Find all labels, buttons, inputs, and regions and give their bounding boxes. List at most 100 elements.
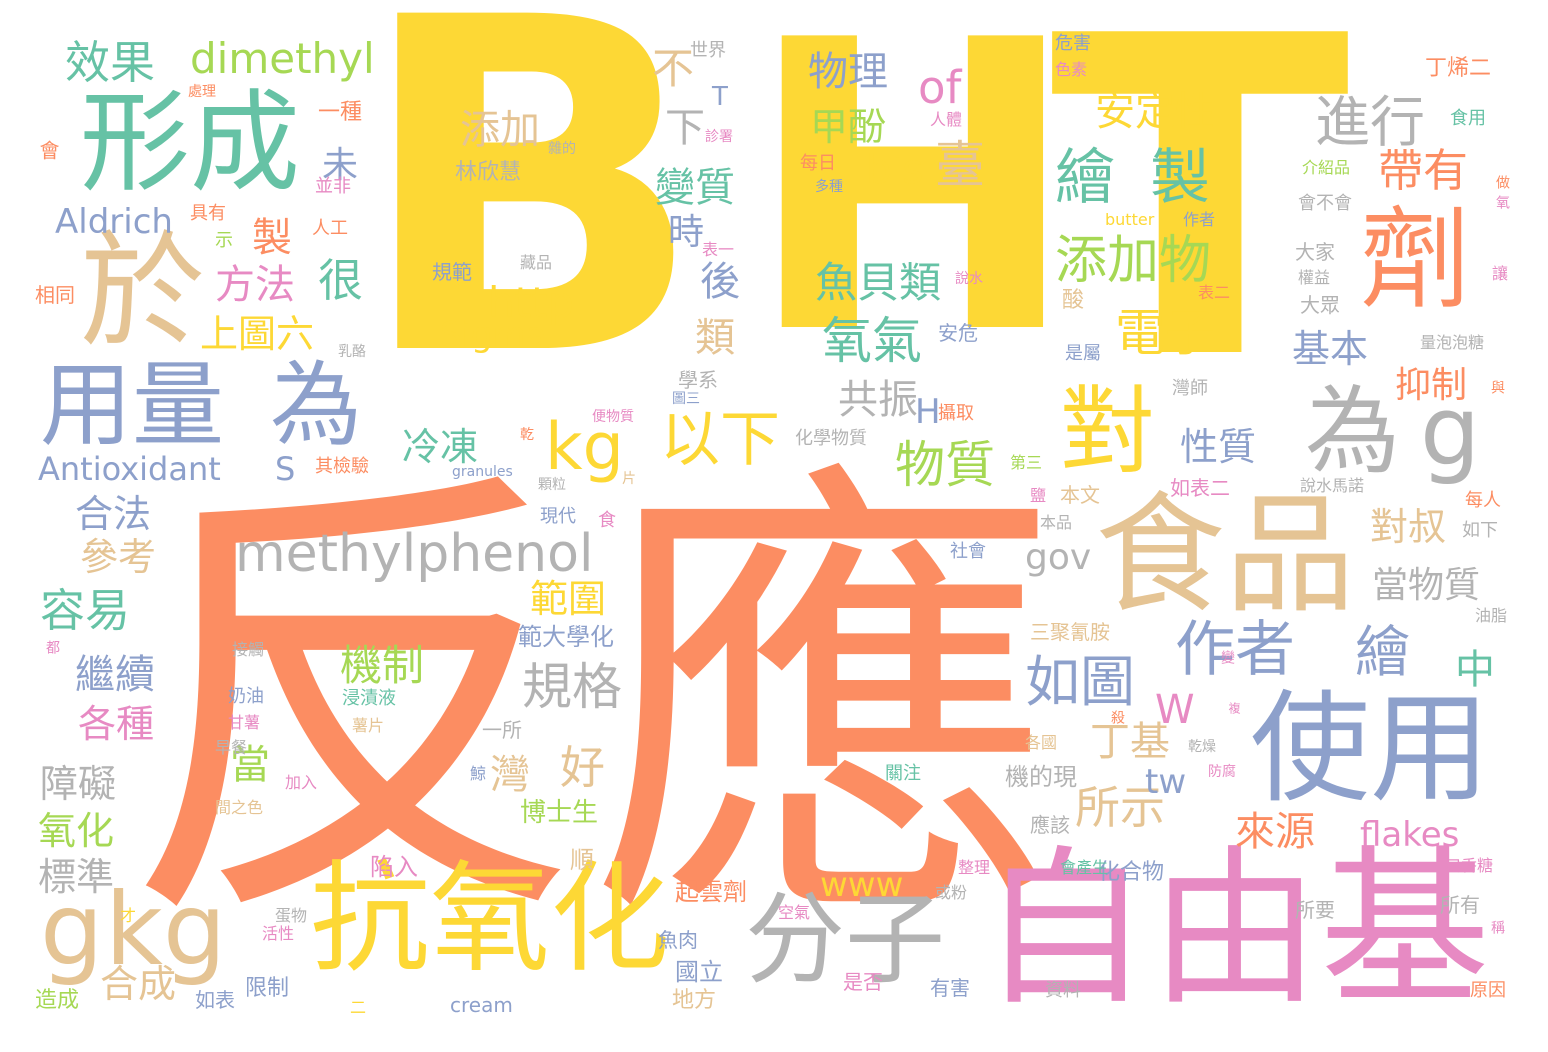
word: 範大學化 [518,623,614,651]
word: 色素 [1055,60,1088,79]
word: 早餐 [215,738,248,757]
word: 形成 [80,79,300,207]
word: 限制 [245,976,290,1001]
word: 時 [668,212,705,253]
word: 資料 [1045,980,1081,1001]
word: 有害 [930,976,970,1000]
word: 人工 [312,218,348,239]
word: granules [452,464,513,480]
word: 量泡泡糖 [1420,333,1485,352]
word: 關注 [885,763,921,784]
word: 機制 [340,641,425,690]
word: 標準 [38,855,115,899]
word: 處理 [188,84,216,100]
word: 繪 [1355,620,1411,684]
word: 原因 [1470,980,1506,1001]
word: 性質 [1180,425,1257,469]
word: 作者 [1175,615,1295,685]
word: 乳酪 [338,344,366,360]
word: 分子 [745,881,945,998]
word: 很 [318,254,364,307]
word: 大家 [1295,240,1335,264]
word: 油脂 [1475,606,1508,625]
word: 應該 [1030,813,1070,837]
word: gov [1025,537,1092,578]
word: 乾燥 [1188,739,1216,755]
word: 魚肉 [658,928,698,952]
word: B [355,0,706,457]
word: 表一 [702,240,735,259]
word: 具有 [190,203,226,224]
word: 地方 [672,988,717,1013]
word: 效果 [65,36,156,89]
word: 世界 [690,40,726,61]
word: 做 [1494,175,1510,189]
word: 為 [270,352,363,459]
word: 是屬 [1065,343,1101,364]
word: 本品 [1040,513,1073,532]
word: 讓 [1489,265,1508,281]
word: 乾 [520,427,534,443]
word: Aldrich [55,202,173,242]
word: 片 [622,471,636,487]
word: 食用 [1450,108,1486,129]
word: 現代 [540,506,576,527]
word: dimethyl [190,34,375,83]
word: 其檢驗 [315,456,369,477]
word: 本文 [1060,483,1100,507]
word: bis [866,147,924,193]
word: 鯨 [467,765,486,781]
word: 整理 [958,858,991,877]
word: W [1155,687,1195,733]
word: 氧化 [38,809,115,853]
word: www [820,865,904,905]
word: 規格 [522,658,622,716]
word: 變質 [655,165,735,211]
word: http [488,278,575,327]
word: 方法 [215,262,295,308]
word: 蛋物 [275,906,308,925]
word: 添加物 [1055,231,1212,291]
word: 魚貝類 [815,258,942,307]
word: 圖三 [672,391,700,407]
word: 使用 [1250,680,1490,819]
word: 合成 [100,962,177,1006]
word: g [40,871,104,988]
word: T [1050,0,1351,456]
word: 丁基 [1090,719,1170,765]
word: 灣師 [1172,378,1208,399]
word: 薯片 [352,716,385,735]
word: 以下 [660,405,780,475]
word: 丁烯二 [1425,56,1492,81]
word: 多種 [815,179,843,195]
word: 不 [652,44,695,93]
word: 用量 [40,352,225,459]
word: 每人 [1465,490,1501,511]
word: cream [450,993,513,1017]
word: 灣 [490,752,530,798]
word: 作者 [1183,210,1216,229]
word: Antioxidant [38,450,221,488]
word: 空氣 [778,903,811,922]
word: 對叔 [1370,505,1447,549]
word: methylphenol [235,524,594,584]
word: 示 [215,230,233,251]
word: 表二 [1198,283,1231,302]
word: 製 [252,215,292,261]
word: flakes [1360,815,1460,855]
word: 化學物質 [795,428,867,449]
word: 甘薯 [228,713,261,732]
word: 基本 [1292,327,1369,371]
word: 於 [80,220,205,365]
word: 三聚氰胺 [1030,620,1110,644]
word: 順 [570,846,594,874]
word: 一所 [482,718,522,742]
word: 權益 [1298,268,1331,287]
word: 所有 [1440,893,1480,917]
word: 當物質 [1372,565,1481,606]
word: 說水 [955,271,983,287]
word: 並非 [315,176,351,197]
word: 如表 [195,988,235,1012]
word: 造成 [35,988,80,1013]
